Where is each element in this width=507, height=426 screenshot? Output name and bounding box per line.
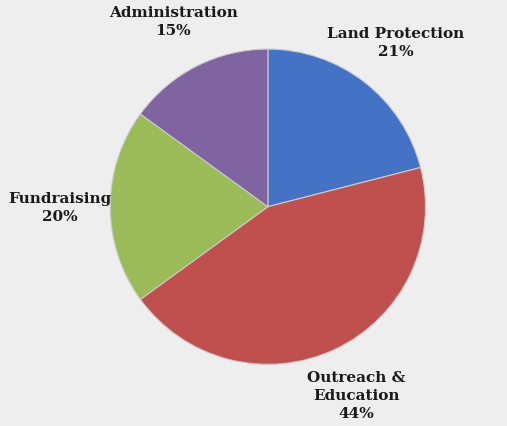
Wedge shape <box>268 50 421 207</box>
Wedge shape <box>140 50 268 207</box>
Text: Administration
15%: Administration 15% <box>109 6 238 38</box>
Wedge shape <box>110 115 268 299</box>
Text: Outreach &
Education
44%: Outreach & Education 44% <box>307 370 406 420</box>
Text: Fundraising
20%: Fundraising 20% <box>8 191 112 223</box>
Wedge shape <box>140 168 425 365</box>
Text: Land Protection
21%: Land Protection 21% <box>327 27 464 59</box>
